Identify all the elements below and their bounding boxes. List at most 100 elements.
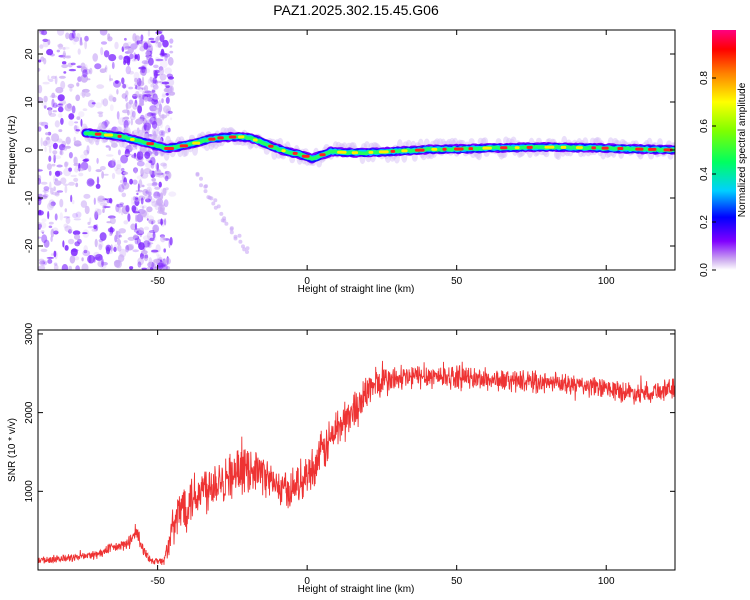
noise-blob — [38, 197, 42, 206]
noise-blob — [81, 257, 84, 262]
noise-blob — [130, 109, 134, 117]
noise-blob — [159, 134, 165, 138]
noise-blob — [134, 77, 138, 83]
noise-blob — [122, 109, 129, 114]
noise-blob — [44, 190, 47, 195]
noise-blob — [100, 30, 108, 35]
noise-blob — [99, 30, 108, 36]
ridge-hotspot — [104, 133, 113, 137]
noise-blob — [101, 258, 104, 267]
noise-blob — [150, 156, 156, 166]
colorbar-tick-label: 0.6 — [699, 119, 710, 133]
noise-blob — [121, 210, 124, 216]
noise-blob — [131, 110, 136, 118]
noise-blob — [132, 102, 138, 110]
noise-blob — [168, 91, 176, 96]
colorbar-tick-label: 0.8 — [699, 71, 710, 85]
noise-blob — [48, 199, 56, 209]
noise-blob — [159, 259, 163, 263]
noise-blob — [146, 151, 155, 155]
noise-blob — [152, 260, 156, 264]
spectrogram-y-ticks: -20 -10 0 10 20 — [24, 48, 675, 253]
noise-blob — [151, 89, 156, 93]
noise-blob — [213, 198, 218, 203]
noise-blob — [83, 193, 91, 199]
noise-blob — [146, 183, 154, 187]
noise-blob — [51, 163, 56, 167]
x-tick-label: 0 — [304, 276, 310, 287]
noise-blob — [135, 189, 144, 193]
noise-blob — [111, 61, 115, 70]
y-tick-label: 3000 — [24, 322, 35, 345]
ridge-hotspot — [663, 148, 673, 152]
noise-blob — [224, 221, 229, 226]
noise-blob — [140, 255, 148, 260]
noise-blob — [169, 50, 174, 54]
noise-blob — [56, 164, 63, 168]
noise-blob — [134, 86, 142, 90]
ridge-hotspot — [617, 147, 624, 150]
noise-blob — [141, 184, 145, 188]
noise-blob — [140, 172, 149, 179]
noise-blob — [69, 86, 73, 92]
noise-blob — [153, 107, 159, 110]
noise-blob — [145, 51, 151, 56]
noise-blob — [211, 201, 216, 206]
noise-blob — [53, 102, 58, 109]
snr-x-label: Height of straight line (km) — [298, 584, 415, 595]
ridge-hotspot — [192, 141, 201, 145]
noise-blob — [77, 48, 81, 55]
noise-blob — [219, 211, 224, 216]
noise-blob — [153, 266, 158, 270]
ridge-hotspot — [337, 150, 347, 154]
noise-blob — [120, 154, 128, 164]
noise-blob — [164, 218, 167, 226]
noise-blob — [81, 263, 89, 270]
noise-blob — [157, 191, 160, 197]
noise-blob — [97, 195, 105, 202]
noise-blob — [116, 159, 122, 168]
noise-blob — [125, 244, 134, 251]
noise-blob — [147, 45, 151, 48]
noise-blob — [75, 211, 82, 218]
snr-series-line — [38, 360, 675, 566]
noise-blob — [170, 117, 173, 121]
noise-blob — [245, 250, 249, 254]
noise-blob — [47, 258, 53, 264]
noise-blob — [42, 38, 49, 43]
noise-blob — [121, 77, 125, 85]
x-tick-label: 50 — [451, 576, 463, 587]
noise-blob — [151, 178, 156, 182]
noise-blob — [68, 152, 73, 159]
noise-blob — [53, 153, 57, 159]
noise-blob — [38, 177, 42, 185]
noise-blob — [140, 34, 144, 42]
noise-blob — [148, 37, 155, 41]
noise-blob — [43, 186, 50, 191]
noise-blob — [65, 216, 71, 225]
noise-blob — [117, 202, 121, 209]
noise-blob — [136, 151, 144, 160]
noise-blob — [70, 194, 73, 203]
noise-blob — [146, 186, 152, 194]
noise-blob — [138, 66, 147, 70]
ridge-hotspot — [442, 147, 447, 151]
ridge-hotspot — [378, 150, 389, 154]
x-tick-label: 100 — [598, 576, 615, 587]
noise-blob — [150, 267, 153, 270]
noise-blob — [132, 179, 138, 185]
noise-blob — [115, 167, 123, 175]
noise-blob — [136, 160, 145, 167]
noise-blob — [57, 43, 64, 48]
noise-blob — [38, 67, 41, 72]
noise-blob — [164, 175, 169, 182]
x-tick-label: -50 — [150, 576, 165, 587]
noise-blob — [132, 249, 139, 253]
noise-blob — [39, 44, 44, 49]
noise-blob — [58, 103, 64, 106]
noise-blob — [203, 189, 208, 194]
noise-blob — [86, 145, 90, 154]
noise-blob — [80, 118, 83, 127]
noise-blob — [70, 248, 78, 257]
noise-blob — [161, 81, 170, 85]
